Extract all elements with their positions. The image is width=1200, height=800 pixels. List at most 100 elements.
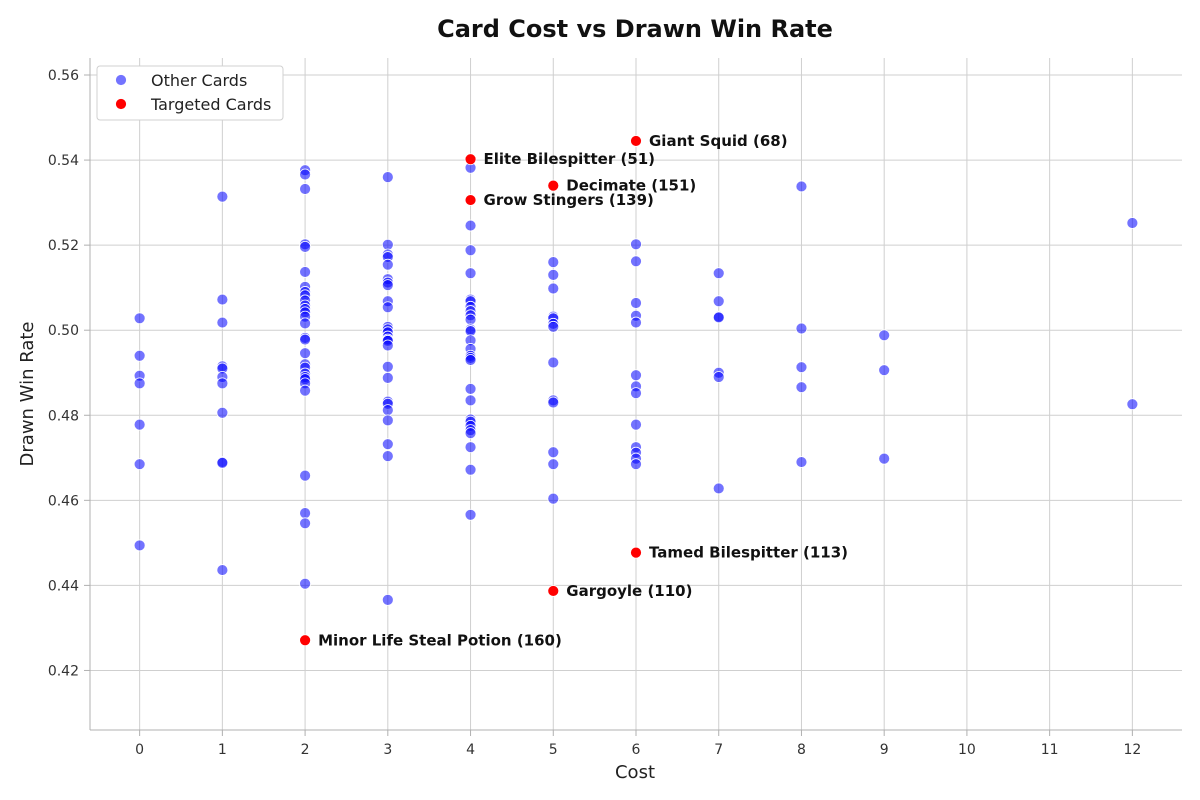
- other-card-point: [216, 406, 229, 419]
- other-card-point: [216, 293, 229, 306]
- other-card-point: [299, 240, 311, 253]
- other-card-point: [216, 377, 229, 390]
- other-card-point: [630, 297, 642, 309]
- other-card-point: [795, 361, 808, 374]
- other-card-point: [381, 593, 394, 606]
- targeted-card-point: [464, 153, 477, 166]
- x-tick-label: 4: [466, 742, 475, 758]
- chart-title: Card Cost vs Drawn Win Rate: [437, 15, 833, 43]
- other-card-point: [464, 441, 477, 454]
- x-tick-label: 9: [880, 742, 889, 758]
- other-card-point: [464, 382, 477, 395]
- targeted-card-point: [299, 634, 311, 647]
- grid: [90, 58, 1182, 730]
- other-card-point: [712, 267, 725, 280]
- targeted-card-point: [547, 179, 560, 192]
- other-card-point: [381, 301, 394, 314]
- other-card-point: [299, 469, 311, 482]
- other-card-point: [133, 349, 146, 362]
- other-card-point: [464, 267, 477, 280]
- other-card-point: [216, 190, 229, 203]
- other-card-point: [464, 244, 477, 257]
- y-tick-labels: 0.42 0.44 0.46 0.48 0.50 0.52 0.54 0.56: [48, 68, 90, 679]
- other-card-point: [381, 279, 394, 292]
- other-card-point: [299, 266, 311, 278]
- other-card-point: [133, 539, 146, 552]
- x-tick-label: 6: [632, 742, 641, 758]
- other-card-point: [299, 577, 311, 590]
- other-card-point: [712, 311, 725, 324]
- other-card-point: [464, 508, 477, 521]
- other-card-point: [381, 371, 394, 384]
- targeted-card-label: Minor Life Steal Potion (160): [318, 631, 562, 649]
- other-card-point: [381, 414, 394, 427]
- other-card-point: [712, 295, 725, 308]
- other-card-point: [133, 377, 146, 390]
- y-tick-label: 0.46: [48, 493, 79, 509]
- x-tick-label: 0: [135, 742, 144, 758]
- other-card-point: [299, 168, 311, 181]
- targeted-card-label: Tamed Bilespitter (113): [649, 544, 848, 562]
- other-card-point: [381, 404, 394, 417]
- other-card-point: [464, 313, 477, 326]
- other-card-point: [630, 387, 642, 400]
- other-card-point: [547, 458, 560, 471]
- other-card-point: [381, 438, 394, 451]
- other-card-point: [381, 450, 394, 462]
- targeted-card-label: Grow Stingers (139): [484, 191, 654, 209]
- y-tick-label: 0.50: [48, 323, 79, 339]
- other-card-point: [1126, 398, 1139, 411]
- other-card-point: [795, 322, 808, 335]
- other-card-point: [381, 258, 394, 271]
- legend-marker-targeted-cards: [115, 98, 127, 110]
- other-card-point: [299, 317, 311, 330]
- x-tick-label: 3: [383, 742, 392, 758]
- y-tick-label: 0.54: [48, 153, 79, 169]
- y-tick-label: 0.44: [48, 578, 79, 594]
- other-card-point: [216, 316, 229, 329]
- x-tick-labels: 0 1 2 3 4 5 6 7 8 9 10 11 12: [135, 730, 1141, 758]
- other-card-point: [464, 354, 477, 366]
- x-tick-label: 8: [797, 742, 806, 758]
- other-card-point: [299, 517, 311, 530]
- other-card-point: [878, 329, 891, 342]
- other-card-point: [547, 396, 560, 409]
- other-card-point: [630, 238, 642, 251]
- annotations: Giant Squid (68)Elite Bilespitter (51) De…: [318, 132, 848, 649]
- other-card-point: [795, 456, 808, 468]
- other-card-point: [547, 320, 560, 333]
- other-card-point: [712, 371, 725, 383]
- other-card-point: [795, 381, 808, 394]
- other-card-point: [712, 482, 725, 495]
- other-card-point: [299, 347, 311, 360]
- other-card-point: [133, 312, 146, 325]
- other-card-point: [464, 219, 477, 232]
- other-card-point: [630, 255, 642, 268]
- targeted-card-point: [547, 585, 560, 597]
- x-tick-label: 1: [218, 742, 227, 758]
- targeted-card-point: [464, 194, 477, 206]
- targeted-card-label: Elite Bilespitter (51): [484, 150, 656, 168]
- other-card-point: [299, 183, 311, 195]
- y-tick-label: 0.52: [48, 238, 79, 254]
- other-card-point: [299, 333, 311, 346]
- other-card-point: [878, 364, 891, 377]
- other-card-point: [381, 171, 394, 183]
- other-card-point: [464, 463, 477, 476]
- other-card-point: [216, 457, 229, 469]
- other-card-point: [547, 446, 560, 459]
- targeted-card-label: Gargoyle (110): [566, 582, 692, 600]
- other-card-point: [630, 418, 642, 431]
- x-tick-label: 7: [714, 742, 723, 758]
- x-axis-label: Cost: [615, 762, 655, 783]
- other-card-point: [381, 360, 394, 373]
- other-card-point: [547, 492, 560, 505]
- y-tick-label: 0.56: [48, 68, 79, 84]
- targeted-card-point: [630, 546, 642, 559]
- other-card-point: [381, 339, 394, 352]
- other-card-point: [547, 256, 560, 269]
- targeted-cards-series: [299, 135, 642, 647]
- legend-marker-other-cards: [115, 74, 127, 86]
- other-card-point: [299, 384, 311, 397]
